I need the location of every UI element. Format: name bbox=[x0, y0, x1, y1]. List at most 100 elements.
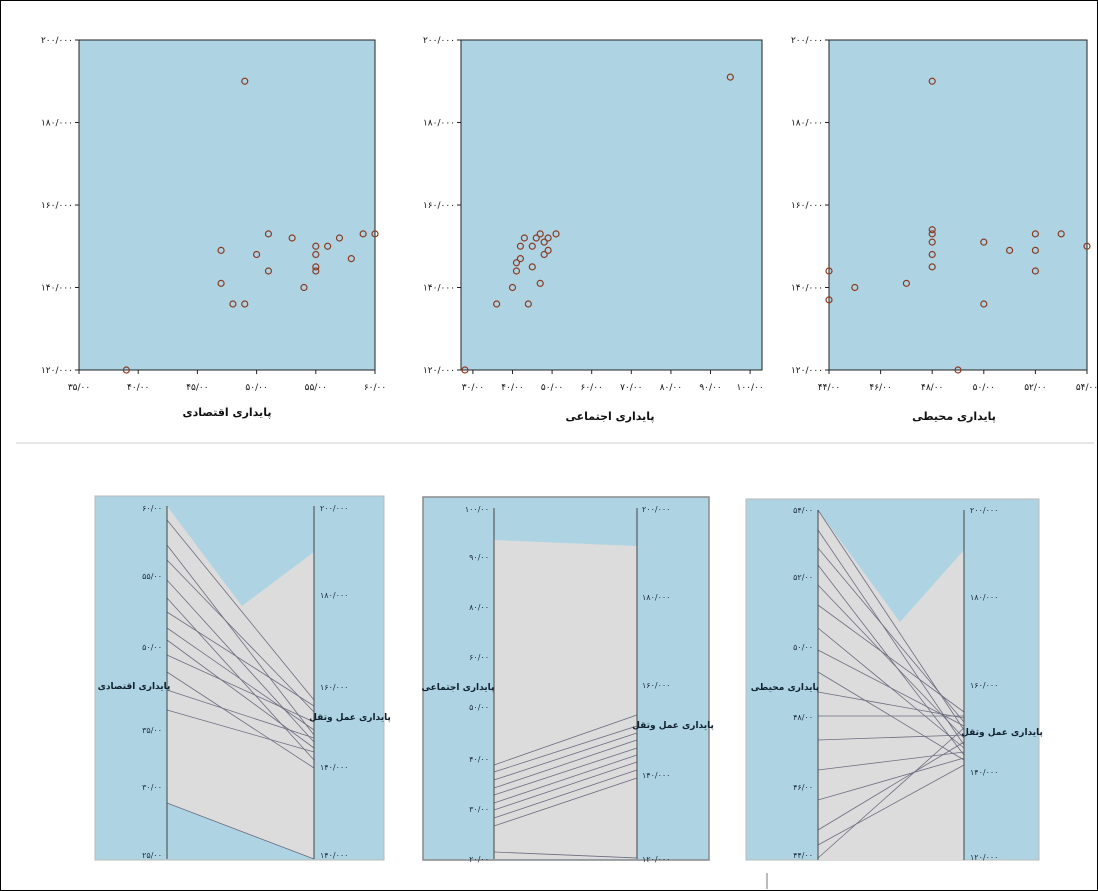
right-tick-label: ۱۴۰/۰۰۰ bbox=[320, 851, 348, 860]
x-tick-label: ۶۰/۰۰ bbox=[364, 383, 386, 393]
y-tick-label: ۱۴۰/۰۰۰ bbox=[791, 284, 823, 294]
scatter-point bbox=[544, 246, 552, 254]
y-tick-label: ۱۴۰/۰۰۰ bbox=[423, 284, 455, 294]
left-axis-label: پایداری محیطی bbox=[751, 683, 820, 693]
y-tick-label: ۱۶۰/۰۰۰ bbox=[791, 201, 823, 211]
left-axis-label: پایداری اجتماعی bbox=[422, 683, 495, 693]
left-tick-label: ۳۵/۰۰ bbox=[142, 726, 162, 735]
scatter-point bbox=[980, 300, 988, 308]
points bbox=[461, 73, 734, 374]
scatter-point bbox=[540, 238, 548, 246]
x-tick-label: ۴۰/۰۰ bbox=[501, 383, 523, 393]
x-tick-label: ۵۰/۰۰ bbox=[973, 383, 995, 393]
left-axis-label: پایداری اقتصادی bbox=[98, 682, 171, 692]
x-tick-label: ۵۲/۰۰ bbox=[1024, 383, 1046, 393]
x-tick-label: ۴۴/۰۰ bbox=[818, 383, 840, 393]
y-tick-label: ۱۲۰/۰۰۰ bbox=[41, 366, 73, 376]
scatter-point bbox=[516, 242, 525, 250]
scatter-point bbox=[122, 366, 130, 374]
scatter-point bbox=[512, 267, 521, 275]
scatter-point bbox=[1083, 242, 1091, 250]
y-ticks: ۱۲۰/۰۰۰ ۱۴۰/۰۰۰ ۱۶۰/۰۰۰ ۱۸۰/۰۰۰ ۲۰۰/۰۰۰ bbox=[41, 36, 79, 376]
left-tick-label: ۴۶/۰۰ bbox=[793, 783, 813, 792]
y-ticks: ۱۲۰/۰۰۰ ۱۴۰/۰۰۰ ۱۶۰/۰۰۰ ۱۸۰/۰۰۰ ۲۰۰/۰۰۰ bbox=[423, 36, 461, 376]
y-tick-label: ۲۰۰/۰۰۰ bbox=[41, 36, 73, 46]
left-tick-label: ۵۴/۰۰ bbox=[793, 506, 813, 515]
scatter-point bbox=[928, 238, 936, 246]
scatter-point bbox=[312, 267, 320, 275]
left-ticks: ۴۴/۰۰ ۴۶/۰۰ ۴۸/۰۰ ۵۰/۰۰ ۵۲/۰۰ ۵۴/۰۰ bbox=[793, 506, 813, 860]
left-tick-label: ۵۲/۰۰ bbox=[793, 573, 813, 582]
right-tick-label: ۱۴۰/۰۰۰ bbox=[970, 768, 998, 777]
left-tick-label: ۲۰/۰۰ bbox=[469, 855, 489, 864]
scatter-point bbox=[461, 366, 469, 374]
x-tick-label: ۵۴/۰۰ bbox=[1076, 383, 1098, 393]
parallel-environmental: ۴۴/۰۰ ۴۶/۰۰ ۴۸/۰۰ ۵۰/۰۰ ۵۲/۰۰ ۵۴/۰۰ ۱۲۰/… bbox=[745, 498, 1043, 862]
scatter-point bbox=[544, 234, 552, 242]
left-tick-label: ۵۰/۰۰ bbox=[142, 643, 162, 652]
y-tick-label: ۱۶۰/۰۰۰ bbox=[423, 201, 455, 211]
scatter-point bbox=[253, 250, 261, 259]
scatter-point bbox=[825, 296, 833, 304]
scatter-point bbox=[1057, 230, 1065, 238]
scatter-point bbox=[512, 259, 521, 267]
x-tick-label: ۶۰/۰۰ bbox=[581, 383, 603, 393]
right-tick-label: ۱۶۰/۰۰۰ bbox=[970, 681, 998, 690]
parallel-band bbox=[494, 540, 637, 859]
right-tick-label: ۱۶۰/۰۰۰ bbox=[642, 681, 670, 690]
y-tick-label: ۱۸۰/۰۰۰ bbox=[41, 119, 73, 129]
left-tick-label: ۳۰/۰۰ bbox=[469, 805, 489, 814]
scatter-point bbox=[528, 263, 536, 271]
left-tick-label: ۶۰/۰۰ bbox=[469, 653, 489, 662]
scatter-point bbox=[493, 300, 501, 308]
y-tick-label: ۱۶۰/۰۰۰ bbox=[41, 201, 73, 211]
right-tick-label: ۱۸۰/۰۰۰ bbox=[642, 593, 670, 602]
y-ticks: ۱۲۰/۰۰۰ ۱۴۰/۰۰۰ ۱۶۰/۰۰۰ ۱۸۰/۰۰۰ ۲۰۰/۰۰۰ bbox=[791, 36, 829, 376]
scatter-point bbox=[335, 234, 344, 242]
scatter-point bbox=[726, 73, 734, 81]
x-tick-label: ۳۵/۰۰ bbox=[68, 383, 90, 393]
scatter-point bbox=[347, 255, 355, 263]
left-tick-label: ۴۸/۰۰ bbox=[793, 713, 813, 722]
left-tick-label: ۵۵/۰۰ bbox=[142, 572, 162, 581]
right-tick-label: ۱۸۰/۰۰۰ bbox=[320, 591, 348, 600]
scatter-point bbox=[217, 279, 225, 287]
x-axis-label: پایداری اقتصادی bbox=[183, 406, 272, 419]
scatter-point bbox=[359, 230, 367, 238]
scatter-point bbox=[520, 234, 528, 242]
parallel-band bbox=[818, 510, 964, 860]
parallel-social: ۲۰/۰۰ ۳۰/۰۰ ۴۰/۰۰ ۵۰/۰۰ ۶۰/۰۰ ۸۰/۰۰ ۹۰/۰… bbox=[422, 496, 714, 864]
left-tick-label: ۶۰/۰۰ bbox=[142, 504, 162, 513]
scatter-point bbox=[851, 283, 859, 292]
scatter-point bbox=[928, 226, 936, 234]
right-axis-label: پایداری عمل وتقل bbox=[632, 721, 714, 731]
right-ticks: ۱۲۰/۰۰۰ ۱۴۰/۰۰۰ ۱۶۰/۰۰۰ ۱۸۰/۰۰۰ ۲۰۰/۰۰۰ bbox=[970, 506, 998, 862]
scatter-environmental: ۱۲۰/۰۰۰ ۱۴۰/۰۰۰ ۱۶۰/۰۰۰ ۱۸۰/۰۰۰ ۲۰۰/۰۰۰ ۴۴/۰… bbox=[791, 36, 1098, 423]
x-axis-label: پایداری اجتماعی bbox=[565, 410, 654, 423]
left-tick-label: ۱۰۰/۰۰ bbox=[465, 505, 489, 514]
scatter-point bbox=[825, 267, 833, 275]
scatter-point bbox=[902, 279, 911, 287]
x-tick-label: ۵۰/۰۰ bbox=[541, 383, 563, 393]
x-tick-label: ۴۸/۰۰ bbox=[921, 383, 943, 393]
scatter-point bbox=[229, 300, 237, 308]
right-tick-label: ۲۰۰/۰۰۰ bbox=[320, 504, 348, 513]
scatter-point bbox=[312, 242, 320, 250]
right-tick-label: ۲۰۰/۰۰۰ bbox=[642, 505, 670, 514]
parallel-economic: ۲۵/۰۰ ۳۰/۰۰ ۳۵/۰۰ ۵۰/۰۰ ۵۵/۰۰ ۶۰/۰۰ ۱۴۰/… bbox=[94, 495, 391, 861]
scatter-point bbox=[516, 255, 525, 263]
x-ticks: ۴۴/۰۰ ۴۶/۰۰ ۴۸/۰۰ ۵۰/۰۰ ۵۲/۰۰ ۵۴/۰۰ bbox=[818, 370, 1098, 393]
scatter-point bbox=[524, 300, 532, 308]
left-ticks: ۲۰/۰۰ ۳۰/۰۰ ۴۰/۰۰ ۵۰/۰۰ ۶۰/۰۰ ۸۰/۰۰ ۹۰/۰… bbox=[465, 505, 489, 864]
scatter-point bbox=[508, 283, 517, 292]
right-tick-label: ۱۲۰/۰۰۰ bbox=[970, 853, 998, 862]
x-tick-label: ۳۰/۰۰ bbox=[462, 383, 484, 393]
right-ticks: ۱۲۰/۰۰۰ ۱۴۰/۰۰۰ ۱۶۰/۰۰۰ ۱۸۰/۰۰۰ ۲۰۰/۰۰۰ bbox=[642, 505, 670, 864]
scatter-point bbox=[312, 263, 320, 271]
scatter-point bbox=[980, 238, 988, 246]
scatter-point bbox=[300, 283, 308, 292]
y-tick-label: ۱۸۰/۰۰۰ bbox=[423, 119, 455, 129]
right-tick-label: ۱۸۰/۰۰۰ bbox=[970, 593, 998, 602]
x-tick-label: ۵۰/۰۰ bbox=[245, 383, 267, 393]
